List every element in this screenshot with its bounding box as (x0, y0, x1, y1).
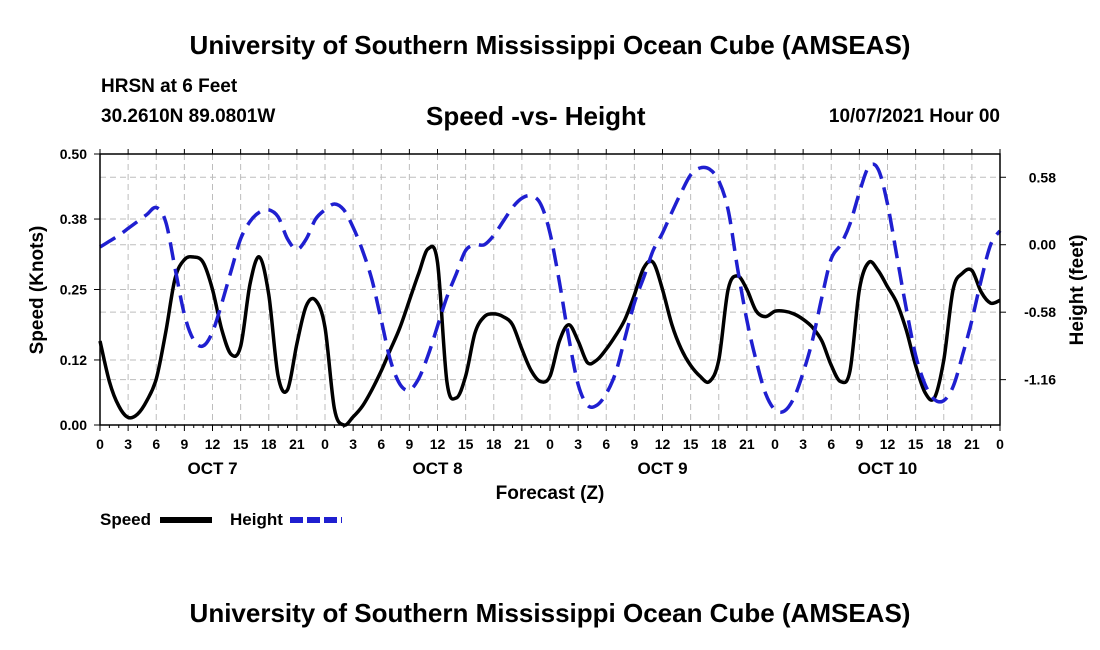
y2-tick-label-3: -1.16 (1024, 372, 1056, 388)
main-title: University of Southern Mississippi Ocean… (189, 30, 911, 60)
x-tick-label-16: 0 (546, 436, 554, 452)
day-label-1: OCT 8 (412, 459, 462, 478)
legend-speed-swatch (160, 517, 212, 523)
x-tick-label-26: 6 (827, 436, 835, 452)
y-tick-label-4: 0.50 (60, 146, 87, 162)
day-label-2: OCT 9 (637, 459, 687, 478)
axes: 0 3 6 9 12 15 18 21 0 3 6 9 12 15 18 21 0 3 6 9 12 15 18 21 0 3 6 9… (60, 146, 1056, 478)
series-line-speed (98, 244, 1001, 427)
grid-lines (100, 154, 1000, 425)
day-label-3: OCT 10 (858, 459, 918, 478)
y-axis-label-left: Speed (Knots) (27, 226, 48, 355)
x-tick-label-22: 18 (711, 436, 727, 452)
x-tick-label-8: 0 (321, 436, 329, 452)
footer-title: University of Southern Mississippi Ocean… (189, 598, 911, 628)
x-tick-label-25: 3 (799, 436, 807, 452)
x-tick-label-9: 3 (349, 436, 357, 452)
x-tick-label-1: 3 (124, 436, 132, 452)
x-tick-label-12: 12 (430, 436, 446, 452)
x-tick-label-6: 18 (261, 436, 277, 452)
x-tick-label-23: 21 (739, 436, 755, 452)
y2-tick-label-0: 0.58 (1029, 169, 1056, 185)
x-tick-label-27: 9 (855, 436, 863, 452)
y-tick-label-0: 0.00 (60, 417, 87, 433)
station-coordinates: 30.2610N 89.0801W (101, 106, 276, 127)
x-tick-label-29: 15 (908, 436, 924, 452)
x-tick-label-19: 9 (630, 436, 638, 452)
x-tick-label-0: 0 (96, 436, 104, 452)
x-tick-label-24: 0 (771, 436, 779, 452)
series-line-height (99, 162, 1002, 415)
x-tick-label-2: 6 (152, 436, 160, 452)
x-axis-label: Forecast (Z) (496, 483, 605, 504)
series-lines (98, 162, 1002, 427)
y2-tick-label-1: 0.00 (1029, 237, 1056, 253)
x-tick-label-10: 6 (377, 436, 385, 452)
x-tick-label-30: 18 (936, 436, 952, 452)
x-tick-label-5: 15 (233, 436, 249, 452)
legend-height-swatch (290, 517, 342, 523)
y2-tick-label-2: -0.58 (1024, 304, 1056, 320)
legend-speed-label: Speed (100, 510, 152, 529)
day-label-0: OCT 7 (187, 459, 237, 478)
x-tick-label-31: 21 (964, 436, 980, 452)
x-tick-label-28: 12 (880, 436, 896, 452)
x-tick-label-13: 15 (458, 436, 474, 452)
x-tick-label-21: 15 (683, 436, 699, 452)
x-tick-label-14: 18 (486, 436, 502, 452)
station-name: HRSN at 6 Feet (101, 76, 238, 97)
y-tick-label-3: 0.38 (60, 211, 87, 227)
x-tick-label-7: 21 (289, 436, 305, 452)
forecast-run-label: 10/07/2021 Hour 00 (828, 106, 1000, 127)
x-tick-label-20: 12 (655, 436, 671, 452)
x-tick-label-18: 6 (602, 436, 610, 452)
x-tick-label-4: 12 (205, 436, 221, 452)
x-tick-label-17: 3 (574, 436, 582, 452)
y-axis-label-right: Height (feet) (1067, 235, 1088, 346)
legend-height-label: Height (230, 510, 283, 529)
x-tick-label-32: 0 (996, 436, 1004, 452)
y-tick-label-2: 0.25 (60, 282, 87, 298)
x-tick-label-15: 21 (514, 436, 530, 452)
y-tick-label-1: 0.12 (60, 352, 87, 368)
x-tick-label-3: 9 (180, 436, 188, 452)
chart-title: Speed -vs- Height (426, 101, 646, 131)
x-tick-label-11: 9 (405, 436, 413, 452)
